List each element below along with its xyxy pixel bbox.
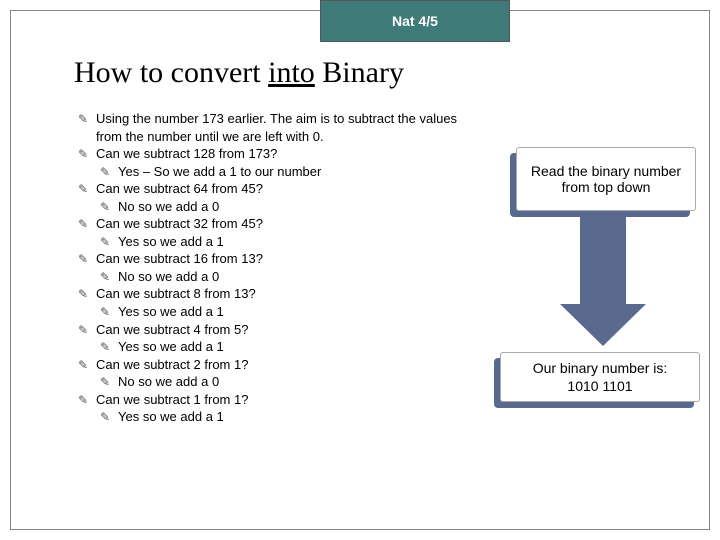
title-part2: into [268, 56, 315, 89]
bullet-row: ✎Can we subtract 8 from 13? [78, 285, 478, 303]
bullet-icon: ✎ [100, 338, 118, 355]
bullet-text: Can we subtract 4 from 5? [96, 321, 478, 339]
bullet-row: ✎Can we subtract 2 from 1? [78, 356, 478, 374]
callout-top: Read the binary number from top down [516, 147, 696, 211]
bullet-icon: ✎ [100, 268, 118, 285]
bullet-icon: ✎ [78, 321, 96, 338]
callout-bottom: Our binary number is: 1010 1101 [500, 352, 700, 402]
bullet-icon: ✎ [78, 180, 96, 197]
bullet-text: Can we subtract 16 from 13? [96, 250, 478, 268]
bullet-row: ✎Yes so we add a 1 [78, 338, 478, 356]
bullet-list: ✎Using the number 173 earlier. The aim i… [78, 110, 478, 426]
bullet-icon: ✎ [78, 145, 96, 162]
bullet-icon: ✎ [78, 285, 96, 302]
title-part1: How to convert [74, 56, 268, 89]
bullet-row: ✎Can we subtract 128 from 173? [78, 145, 478, 163]
bullet-icon: ✎ [78, 356, 96, 373]
bullet-row: ✎Can we subtract 1 from 1? [78, 391, 478, 409]
bullet-row: ✎Using the number 173 earlier. The aim i… [78, 110, 478, 145]
bullet-icon: ✎ [78, 215, 96, 232]
bullet-text: Can we subtract 64 from 45? [96, 180, 478, 198]
bullet-icon: ✎ [100, 233, 118, 250]
arrow-head-icon [560, 304, 646, 346]
bullet-icon: ✎ [100, 198, 118, 215]
bullet-row: ✎Yes so we add a 1 [78, 233, 478, 251]
bullet-icon: ✎ [100, 408, 118, 425]
bullet-text: Yes – So we add a 1 to our number [118, 163, 478, 181]
bullet-text: Yes so we add a 1 [118, 338, 478, 356]
bullet-row: ✎Can we subtract 4 from 5? [78, 321, 478, 339]
bullet-row: ✎No so we add a 0 [78, 268, 478, 286]
bullet-text: No so we add a 0 [118, 268, 478, 286]
bullet-text: Yes so we add a 1 [118, 233, 478, 251]
bullet-row: ✎Can we subtract 16 from 13? [78, 250, 478, 268]
bullet-row: ✎Can we subtract 64 from 45? [78, 180, 478, 198]
bullet-icon: ✎ [78, 250, 96, 267]
slide-title: How to convert into Binary [74, 56, 404, 90]
header-tab: Nat 4/5 [320, 0, 510, 42]
bullet-text: Can we subtract 32 from 45? [96, 215, 478, 233]
bullet-row: ✎Yes so we add a 1 [78, 408, 478, 426]
bullet-text: Can we subtract 128 from 173? [96, 145, 478, 163]
title-part3: Binary [315, 56, 404, 89]
bullet-text: No so we add a 0 [118, 198, 478, 216]
bullet-text: Yes so we add a 1 [118, 408, 478, 426]
header-label: Nat 4/5 [392, 13, 438, 29]
bullet-icon: ✎ [100, 163, 118, 180]
bullet-icon: ✎ [100, 373, 118, 390]
bullet-row: ✎Can we subtract 32 from 45? [78, 215, 478, 233]
bullet-icon: ✎ [100, 303, 118, 320]
bullet-row: ✎Yes – So we add a 1 to our number [78, 163, 478, 181]
bullet-text: Can we subtract 2 from 1? [96, 356, 478, 374]
callout-bottom-line1: Our binary number is: [533, 359, 668, 377]
bullet-text: Using the number 173 earlier. The aim is… [96, 110, 478, 145]
callout-top-text: Read the binary number from top down [521, 163, 691, 195]
bullet-row: ✎No so we add a 0 [78, 373, 478, 391]
bullet-text: No so we add a 0 [118, 373, 478, 391]
bullet-row: ✎Yes so we add a 1 [78, 303, 478, 321]
callout-bottom-line2: 1010 1101 [533, 377, 668, 395]
bullet-text: Yes so we add a 1 [118, 303, 478, 321]
bullet-icon: ✎ [78, 391, 96, 408]
bullet-text: Can we subtract 8 from 13? [96, 285, 478, 303]
arrow-stem [580, 214, 626, 304]
bullet-icon: ✎ [78, 110, 96, 127]
bullet-text: Can we subtract 1 from 1? [96, 391, 478, 409]
bullet-row: ✎No so we add a 0 [78, 198, 478, 216]
